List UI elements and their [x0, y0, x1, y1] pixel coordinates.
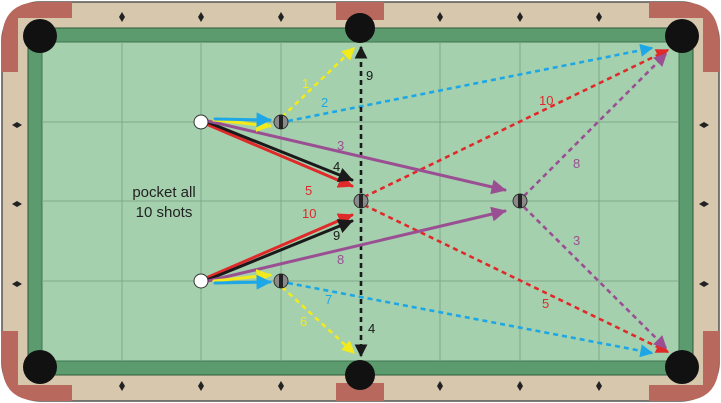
- cue-paths: [204, 112, 507, 290]
- cue-shot-9: [205, 219, 354, 282]
- path-shot-8: [523, 53, 667, 197]
- object-ball-right: [512, 193, 528, 209]
- path-shot-1: [281, 47, 355, 118]
- pocket-top-right: [665, 19, 699, 53]
- cue-shot-3: [206, 119, 507, 195]
- object-ball-bottom-left: [273, 273, 289, 289]
- cue-shot-2: [213, 112, 272, 128]
- label-shot-3: 3: [337, 138, 344, 153]
- cue-shot-7: [213, 274, 272, 290]
- label-shot-7: 7: [325, 292, 332, 307]
- label-shot-10: 10: [302, 206, 316, 221]
- side-trim-top: [336, 2, 384, 20]
- path-shot-2: [287, 43, 654, 123]
- pocket-top-side: [345, 13, 375, 43]
- label-shot-3-far: 3: [573, 233, 580, 248]
- cue-shot-5: [204, 122, 354, 188]
- label-shot-6: 6: [300, 314, 307, 329]
- label-shot-4: 4: [333, 159, 340, 174]
- label-shot-5-far: 5: [542, 296, 549, 311]
- rail-diamonds: [12, 12, 709, 391]
- label-shot-8-far: 8: [573, 156, 580, 171]
- corner-trim-bottom-left: [2, 331, 72, 401]
- cue-shot-4: [205, 120, 354, 182]
- caption-line-1: pocket all: [132, 184, 195, 201]
- object-ball-center: [353, 193, 369, 209]
- cue-ball-bottom: [193, 273, 209, 289]
- corner-trim-bottom-right: [649, 331, 719, 401]
- cue-ball-top: [193, 114, 209, 130]
- path-shot-6: [281, 286, 355, 354]
- shot-labels: 1 2 3 4 5 10 9 8 9 4 10 8 3 7 6 5: [300, 68, 580, 336]
- label-shot-10-far: 10: [539, 93, 553, 108]
- path-shot-5: [363, 203, 670, 354]
- label-shot-8: 8: [337, 252, 344, 267]
- pockets: [23, 13, 699, 390]
- path-shot-3: [523, 206, 667, 349]
- path-shot-7: [287, 281, 654, 358]
- label-shot-9: 9: [333, 228, 340, 243]
- pocket-bottom-right: [665, 350, 699, 384]
- pocket-bottom-side: [345, 360, 375, 390]
- object-balls: [273, 114, 528, 289]
- label-shot-2: 2: [321, 95, 328, 110]
- cue-shot-10: [204, 213, 354, 280]
- side-trim-bottom: [336, 383, 384, 401]
- label-shot-9-pocket: 9: [366, 68, 373, 83]
- pocket-bottom-left: [23, 350, 57, 384]
- path-shot-10: [363, 48, 670, 199]
- corner-trim-top-right: [649, 2, 719, 72]
- ball-paths: [281, 43, 670, 358]
- object-ball-top-left: [273, 114, 289, 130]
- pocket-top-left: [23, 19, 57, 53]
- label-shot-4-pocket: 4: [368, 321, 375, 336]
- label-shot-5: 5: [305, 183, 312, 198]
- label-shot-1: 1: [302, 76, 309, 91]
- corner-trim-top-left: [2, 2, 72, 72]
- caption-line-2: 10 shots: [136, 204, 193, 221]
